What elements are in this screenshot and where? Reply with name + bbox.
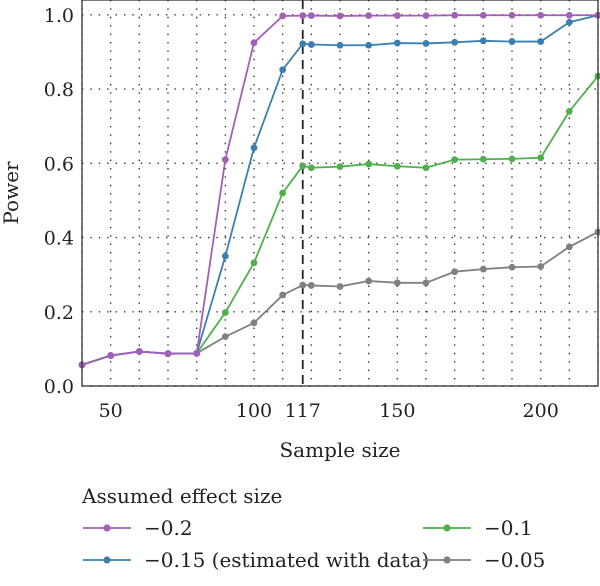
data-point (336, 283, 344, 290)
data-point (393, 39, 401, 47)
data-point (422, 12, 430, 19)
legend-swatch (83, 524, 131, 532)
data-point (365, 41, 373, 49)
data-point (565, 18, 573, 26)
data-point (565, 243, 573, 251)
data-point (221, 309, 229, 316)
data-point (537, 154, 545, 162)
x-axis-title: Sample size (279, 438, 400, 462)
data-point (537, 38, 545, 45)
series-line (81, 14, 598, 366)
legend-swatch (423, 556, 471, 564)
data-point (336, 12, 344, 20)
data-point (250, 39, 258, 47)
data-point (479, 155, 487, 163)
plot-area (82, 0, 598, 386)
series-0 (78, 11, 600, 369)
data-point (307, 12, 315, 19)
data-point (508, 263, 516, 271)
data-point (279, 291, 287, 299)
legend-swatch (423, 524, 471, 532)
data-point (479, 265, 487, 273)
y-tick-label: 0.2 (44, 302, 74, 324)
data-point (221, 156, 229, 163)
plot-frame (81, 0, 599, 387)
data-point (479, 11, 487, 19)
data-point (299, 40, 307, 48)
data-point (299, 281, 307, 289)
data-point (365, 12, 373, 19)
y-tick-label: 0.6 (44, 153, 74, 175)
data-point (307, 164, 315, 172)
data-point (393, 279, 401, 287)
legend-item-effect-0.05: −0.05 (422, 546, 592, 574)
y-tick-label: 0.4 (44, 228, 74, 250)
y-tick-label: 0.0 (44, 376, 74, 398)
legend-item-effect-0.2: −0.2 (82, 514, 422, 542)
data-point (451, 11, 459, 19)
x-tick-label: 100 (236, 400, 272, 422)
data-point (250, 144, 258, 152)
data-point (250, 259, 258, 267)
data-point (221, 252, 229, 260)
data-point (451, 156, 459, 163)
y-tick-labels: 0.0 0.2 0.4 0.6 0.8 1.0 (44, 5, 74, 398)
legend: Assumed effect size −0.2 −0.1 −0.15 (est… (82, 484, 592, 574)
data-point (422, 164, 430, 172)
data-point (508, 155, 516, 163)
data-point (393, 12, 401, 19)
data-point (365, 160, 373, 168)
legend-item-effect-0.1: −0.1 (422, 514, 592, 542)
data-point (508, 11, 516, 19)
data-point (307, 282, 315, 289)
data-point (279, 189, 287, 197)
data-point (422, 279, 430, 287)
data-point (164, 350, 172, 358)
x-tick-label: 50 (99, 400, 123, 422)
data-point (279, 12, 287, 20)
data-point (508, 38, 516, 45)
data-point (422, 40, 430, 47)
legend-label: −0.05 (484, 548, 546, 572)
data-point (537, 263, 545, 270)
y-tick-label: 1.0 (44, 5, 74, 27)
x-tick-label: 150 (379, 400, 415, 422)
legend-label: −0.1 (484, 516, 533, 540)
series-layer (78, 11, 600, 369)
data-point (336, 41, 344, 49)
data-point (594, 11, 600, 19)
data-point (336, 163, 344, 171)
data-point (135, 348, 143, 355)
power-chart: 50 100 117 150 200 0.0 0.2 0.4 0.6 0.8 1.0 Sample… (0, 0, 600, 462)
data-point (479, 37, 487, 45)
x-tick-labels: 50 100 117 150 200 (99, 400, 559, 422)
x-tick-label: 117 (285, 400, 321, 422)
legend-label: −0.15 (estimated with data) (144, 548, 430, 572)
y-axis-title: Power (0, 161, 23, 225)
data-point (393, 162, 401, 170)
data-point (299, 162, 307, 170)
legend-label: −0.2 (144, 516, 193, 540)
legend-item-effect-0.15: −0.15 (estimated with data) (82, 546, 429, 574)
data-point (537, 11, 545, 19)
data-point (594, 72, 600, 80)
data-point (565, 107, 573, 115)
data-point (451, 38, 459, 46)
y-tick-label: 0.8 (44, 79, 74, 101)
x-tick-label: 200 (523, 400, 559, 422)
data-point (250, 319, 258, 327)
data-point (299, 12, 307, 19)
data-point (279, 66, 287, 74)
data-point (193, 349, 201, 357)
data-point (594, 228, 600, 236)
legend-title: Assumed effect size (82, 484, 283, 508)
legend-swatch (83, 556, 131, 564)
data-point (451, 268, 459, 276)
data-point (221, 333, 229, 341)
data-point (307, 41, 315, 48)
data-point (365, 277, 373, 285)
data-point (565, 11, 573, 19)
data-point (107, 352, 115, 359)
